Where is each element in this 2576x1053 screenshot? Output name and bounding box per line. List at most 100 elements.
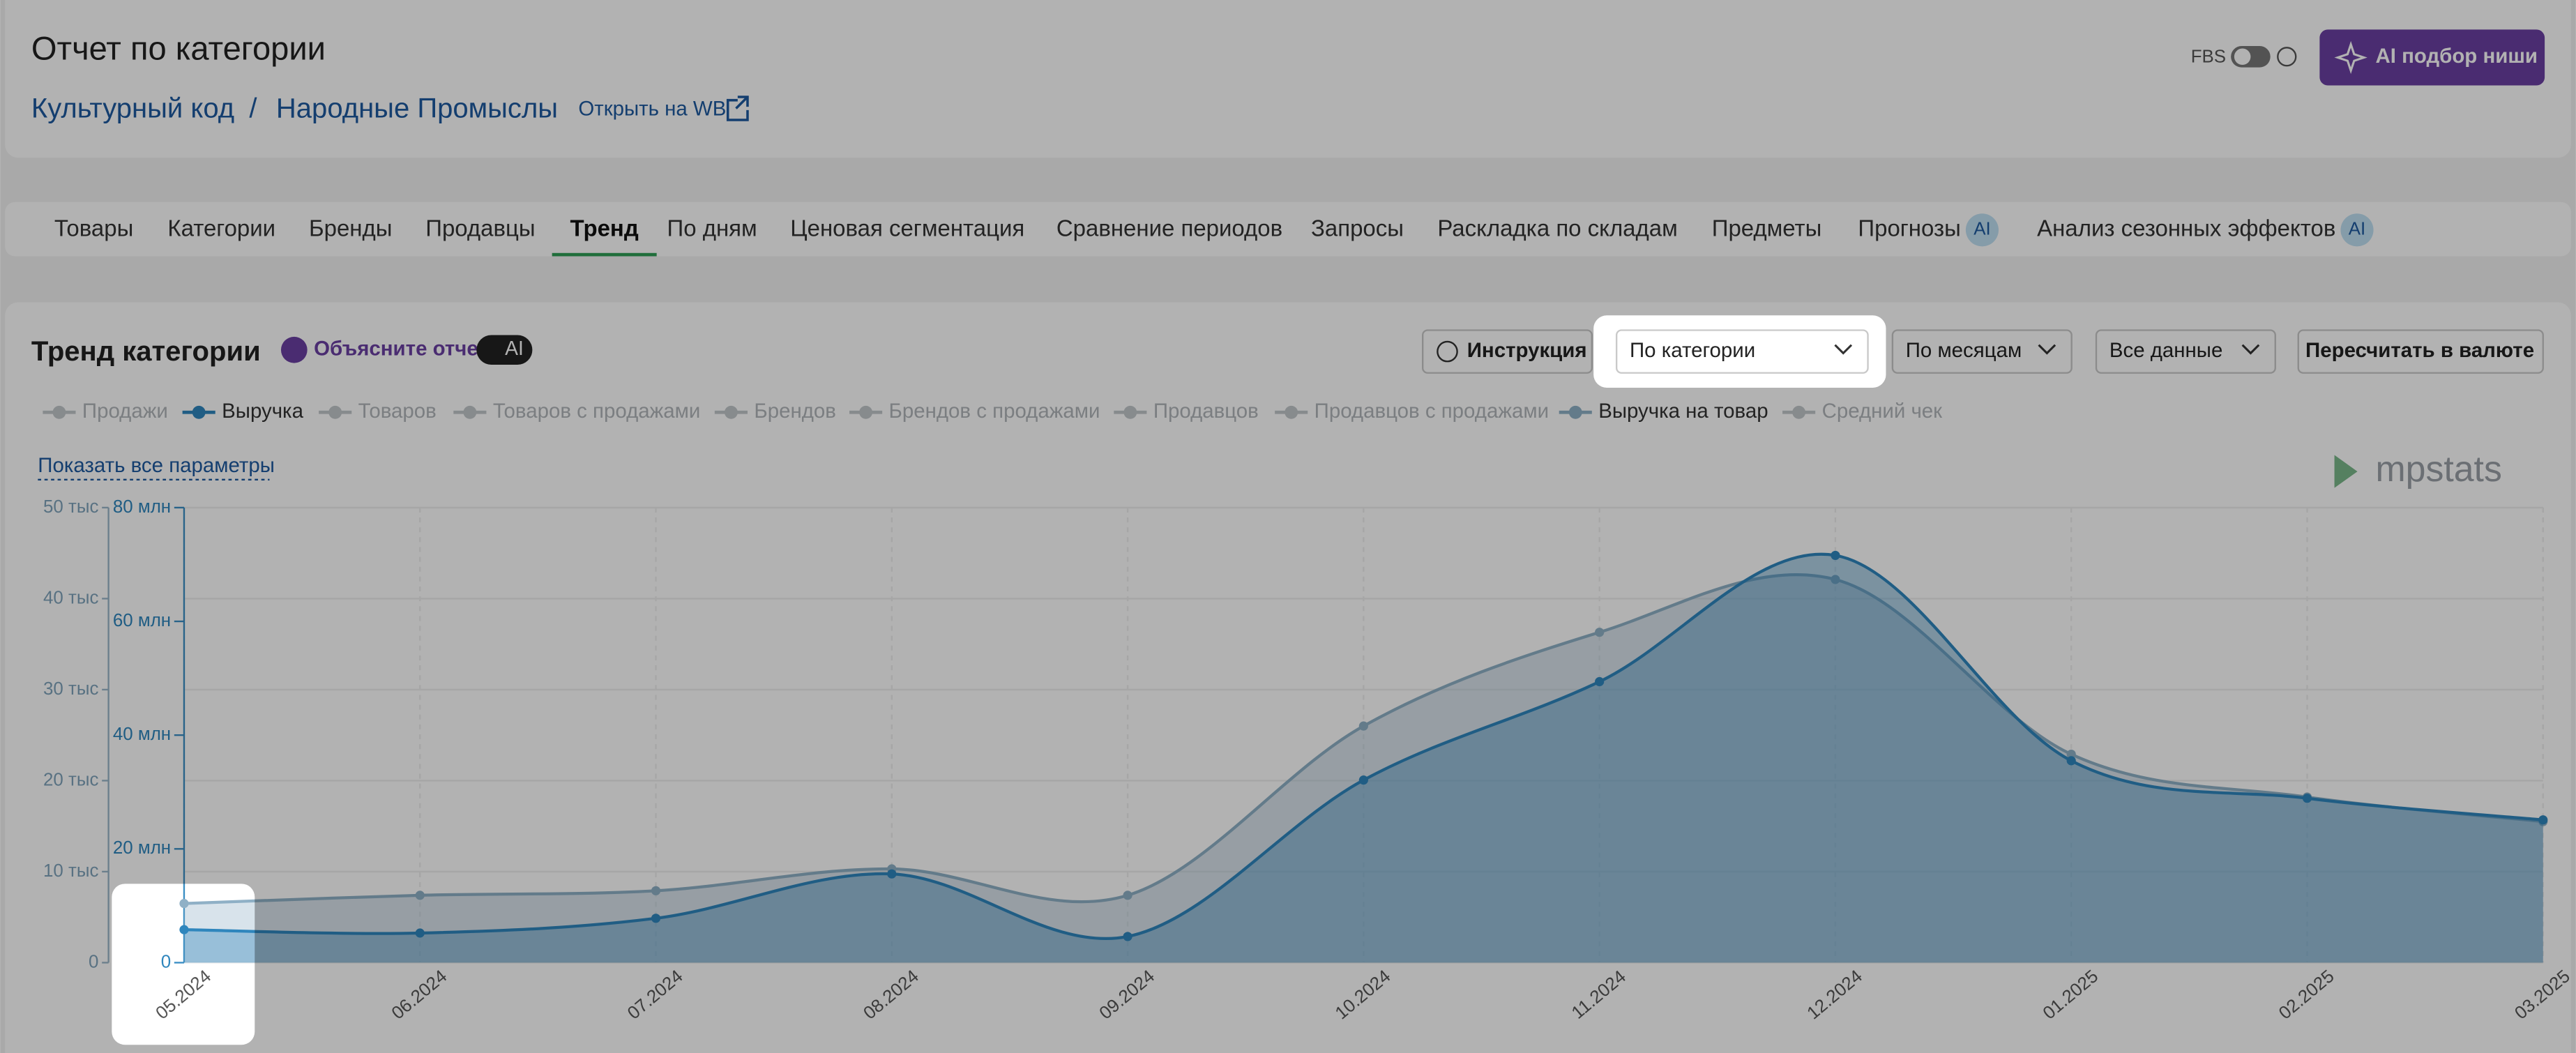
chevron bbox=[2038, 344, 2056, 355]
legend-marker-dot bbox=[859, 405, 873, 419]
recalc-button[interactable] bbox=[2297, 329, 2544, 374]
tab[interactable]: Предметы bbox=[1712, 215, 1822, 241]
legend-marker-dot bbox=[328, 405, 342, 419]
legend-item[interactable]: Выручка на товар bbox=[1598, 400, 1768, 423]
external-icon bbox=[726, 96, 749, 121]
point bbox=[2066, 756, 2076, 766]
y-tick-label: 0 bbox=[161, 952, 171, 971]
help-icon bbox=[1437, 340, 1458, 363]
tab[interactable]: Раскладка по складам bbox=[1437, 215, 1677, 241]
point bbox=[1595, 676, 1605, 687]
point bbox=[2066, 749, 2076, 759]
point bbox=[651, 914, 661, 923]
ai-badge bbox=[476, 335, 533, 365]
dropdown[interactable] bbox=[1615, 329, 1869, 374]
legend-item[interactable]: Товаров с продажами bbox=[493, 400, 701, 423]
tab[interactable]: Тренд bbox=[570, 215, 639, 241]
tab[interactable]: Анализ сезонных эффектов bbox=[2037, 215, 2335, 241]
legend-marker-dot bbox=[463, 405, 477, 419]
logo: mpstats bbox=[2375, 448, 2501, 489]
ai-badge-label: AI bbox=[1973, 220, 1990, 239]
tab[interactable]: По дням bbox=[667, 215, 757, 241]
ai-button[interactable] bbox=[2319, 29, 2545, 86]
y-tick-label: 20 млн bbox=[113, 838, 171, 858]
dropdown-label: По месяцам bbox=[1906, 339, 2022, 362]
tabs-card bbox=[5, 202, 2571, 257]
legend-item[interactable]: Продавцов с продажами bbox=[1314, 400, 1549, 423]
breadcrumb-sep: / bbox=[249, 93, 257, 123]
ai-button-label: AI подбор ниши bbox=[2375, 45, 2538, 68]
show-all-link[interactable]: Показать все параметры bbox=[38, 454, 275, 477]
chevron bbox=[1834, 344, 1853, 355]
y2-tick-label: 10 тыс bbox=[43, 861, 98, 881]
ai-badge bbox=[1965, 213, 1999, 247]
y-tick-label: 40 млн bbox=[113, 725, 171, 744]
legend-marker-dot bbox=[192, 405, 206, 419]
open-link[interactable]: Открыть на WB bbox=[578, 98, 726, 121]
point bbox=[179, 925, 189, 934]
dropdown[interactable] bbox=[2095, 329, 2276, 374]
tab[interactable]: Прогнозы bbox=[1858, 215, 1960, 241]
legend-marker-dot bbox=[1123, 405, 1137, 419]
explain-link[interactable]: Объясните отчет bbox=[314, 338, 488, 361]
point bbox=[1123, 891, 1132, 900]
dropdown-label: Все данные bbox=[2109, 339, 2223, 362]
legend-item[interactable]: Товаров bbox=[358, 400, 437, 423]
ai-badge-label: AI bbox=[505, 337, 524, 359]
y2-tick-label: 30 тыс bbox=[43, 679, 98, 699]
point bbox=[415, 928, 425, 938]
point bbox=[1358, 721, 1368, 731]
legend-marker-dot bbox=[1285, 405, 1298, 419]
point bbox=[1595, 628, 1605, 637]
active-tab-underline bbox=[552, 252, 657, 257]
toggle-knob bbox=[2234, 48, 2251, 66]
point bbox=[1123, 932, 1132, 941]
area bbox=[183, 554, 2543, 963]
legend-marker-dot bbox=[724, 405, 738, 419]
tab[interactable]: Запросы bbox=[1311, 215, 1404, 241]
legend-marker-dot bbox=[1792, 405, 1806, 419]
help-icon[interactable] bbox=[2277, 47, 2297, 67]
legend-item[interactable]: Продажи bbox=[82, 400, 168, 423]
explain-icon bbox=[280, 336, 308, 363]
y2-tick-label: 50 тыс bbox=[43, 497, 98, 517]
instruction-label: Инструкция bbox=[1467, 339, 1587, 362]
breadcrumb[interactable]: Народные Промыслы bbox=[276, 93, 558, 123]
chart-card bbox=[5, 302, 2571, 1053]
legend-item[interactable]: Брендов bbox=[754, 400, 836, 423]
dropdown-label: По категории bbox=[1630, 339, 1755, 362]
legend-item[interactable]: Продавцов bbox=[1153, 400, 1259, 423]
tab[interactable]: Сравнение периодов bbox=[1056, 215, 1282, 241]
point bbox=[415, 891, 425, 900]
y2-tick-label: 0 bbox=[89, 952, 98, 971]
tab[interactable]: Бренды bbox=[309, 215, 392, 241]
tab[interactable]: Ценовая сегментация bbox=[790, 215, 1024, 241]
sparkle-icon bbox=[2334, 40, 2367, 75]
recalc-label: Пересчитать в валюте bbox=[2305, 339, 2534, 362]
area bbox=[183, 575, 2543, 963]
tabs: Товары Категории Бренды Продавцы Тренд По дня… bbox=[54, 213, 2374, 257]
legend-item[interactable]: Брендов с продажами bbox=[889, 400, 1100, 423]
point bbox=[2302, 794, 2312, 803]
dropdown[interactable] bbox=[1891, 329, 2073, 374]
tab[interactable]: Товары bbox=[54, 215, 133, 241]
ai-badge-label: AI bbox=[2349, 220, 2365, 239]
breadcrumb[interactable]: Культурный код bbox=[31, 93, 234, 123]
panel-title: Тренд категории bbox=[31, 336, 261, 367]
point bbox=[179, 899, 189, 909]
tab[interactable]: Категории bbox=[167, 215, 275, 241]
page-title: Отчет по категории bbox=[31, 29, 326, 66]
tab[interactable]: Продавцы bbox=[425, 215, 535, 241]
y2-tick-label: 40 тыс bbox=[43, 588, 98, 607]
instruction-button[interactable] bbox=[1421, 329, 1593, 374]
legend-item[interactable]: Средний чек bbox=[1822, 400, 1944, 423]
point bbox=[887, 869, 897, 879]
legend: Продажи Выручка Товаров Товаров с продажами… bbox=[43, 400, 1943, 423]
legend-marker-dot bbox=[1568, 405, 1582, 419]
y2-tick-label: 20 тыс bbox=[43, 770, 98, 789]
legend-item[interactable]: Выручка bbox=[222, 400, 303, 423]
point bbox=[651, 886, 661, 895]
logo-icon bbox=[2334, 455, 2358, 488]
